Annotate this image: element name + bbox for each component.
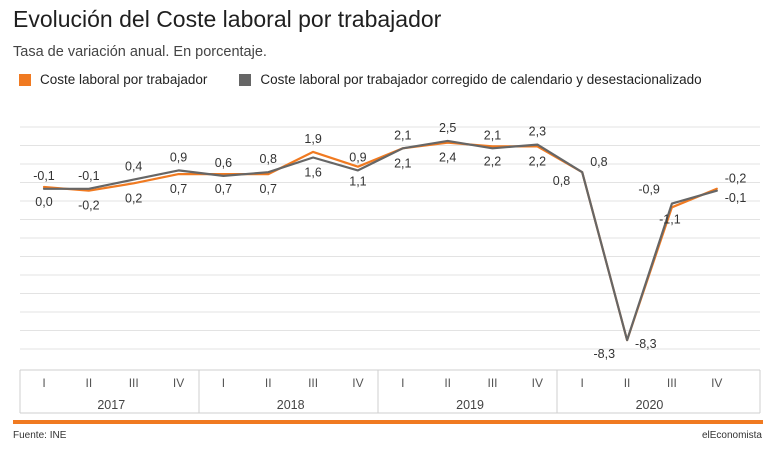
- x-tick-label: IV: [173, 376, 184, 390]
- chart-legend: Coste laboral por trabajador Coste labor…: [19, 72, 734, 87]
- data-label-coste-laboral: 1,1: [349, 175, 366, 189]
- legend-label-series-a: Coste laboral por trabajador: [40, 72, 208, 87]
- data-label-corregido: 2,1: [394, 128, 411, 142]
- x-tick-label: II: [624, 376, 631, 390]
- x-tick-label: II: [86, 376, 93, 390]
- legend-label-series-b: Coste laboral por trabajador corregido d…: [260, 72, 702, 87]
- series-line-corregido: [42, 139, 718, 342]
- x-tick-label: III: [129, 376, 139, 390]
- data-label-coste-laboral: 2,2: [529, 154, 546, 168]
- data-label-corregido: 0,9: [349, 150, 366, 164]
- x-tick-label: III: [667, 376, 677, 390]
- year-label: 2018: [277, 398, 305, 412]
- x-tick-label: III: [487, 376, 497, 390]
- data-label-corregido: 0,9: [170, 150, 187, 164]
- data-label-coste-laboral: 0,7: [260, 182, 277, 196]
- series-line-coste-laboral: [42, 141, 718, 342]
- data-label-coste-laboral: -0,1: [725, 191, 747, 205]
- legend-swatch-series-b: [239, 73, 252, 86]
- data-label-coste-laboral: 1,9: [304, 132, 321, 146]
- data-label-corregido: 2,3: [529, 125, 546, 139]
- data-label-corregido: -0,1: [78, 169, 100, 183]
- year-label: 2017: [97, 398, 125, 412]
- x-tick-label: IV: [352, 376, 363, 390]
- data-label-coste-laboral: 0,8: [553, 174, 570, 188]
- x-tick-label: I: [42, 376, 45, 390]
- x-tick-label: I: [222, 376, 225, 390]
- data-label-coste-laboral: -1,1: [659, 212, 681, 226]
- x-tick-label: II: [444, 376, 451, 390]
- x-tick-label: I: [581, 376, 584, 390]
- data-label-corregido: 2,1: [484, 128, 501, 142]
- legend-item-series-b: Coste laboral por trabajador corregido d…: [239, 72, 702, 87]
- data-label-coste-laboral: -0,2: [78, 199, 100, 213]
- data-label-coste-laboral: 2,2: [484, 154, 501, 168]
- data-label-corregido: -0,1: [33, 169, 55, 183]
- footer-accent-line: [13, 420, 763, 424]
- legend-item-series-a: Coste laboral por trabajador: [19, 72, 207, 87]
- data-label-coste-laboral: -8,3: [594, 347, 616, 361]
- x-tick-label: IV: [711, 376, 722, 390]
- data-label-corregido: 2,5: [439, 121, 456, 135]
- x-tick-label: III: [308, 376, 318, 390]
- data-label-corregido: 0,4: [125, 160, 142, 174]
- x-tick-label: I: [401, 376, 404, 390]
- year-label: 2020: [636, 398, 664, 412]
- x-tick-label: II: [265, 376, 272, 390]
- x-tick-label: IV: [532, 376, 543, 390]
- source-note: Fuente: INE: [13, 430, 67, 441]
- data-label-corregido: 1,6: [304, 165, 321, 179]
- chart-title: Evolución del Coste laboral por trabajad…: [13, 6, 442, 32]
- data-label-coste-laboral: 2,1: [394, 156, 411, 170]
- legend-swatch-series-a: [19, 73, 31, 86]
- brand-label: elEconomista: [701, 430, 762, 441]
- data-label-coste-laboral: 2,4: [439, 151, 456, 165]
- data-label-coste-laboral: 0,0: [35, 195, 52, 209]
- year-label: 2019: [456, 398, 484, 412]
- data-label-corregido: -0,9: [638, 183, 660, 197]
- data-label-corregido: 0,6: [215, 156, 232, 170]
- data-label-corregido: -0,2: [725, 172, 747, 186]
- data-label-corregido: 0,8: [260, 152, 277, 166]
- data-label-corregido: -8,3: [635, 337, 657, 351]
- data-label-coste-laboral: 0,2: [125, 191, 142, 205]
- chart-subtitle: Tasa de variación anual. En porcentaje.: [13, 44, 267, 60]
- data-label-coste-laboral: 0,7: [170, 182, 187, 196]
- data-label-coste-laboral: 0,7: [215, 182, 232, 196]
- data-label-corregido: 0,8: [590, 155, 607, 169]
